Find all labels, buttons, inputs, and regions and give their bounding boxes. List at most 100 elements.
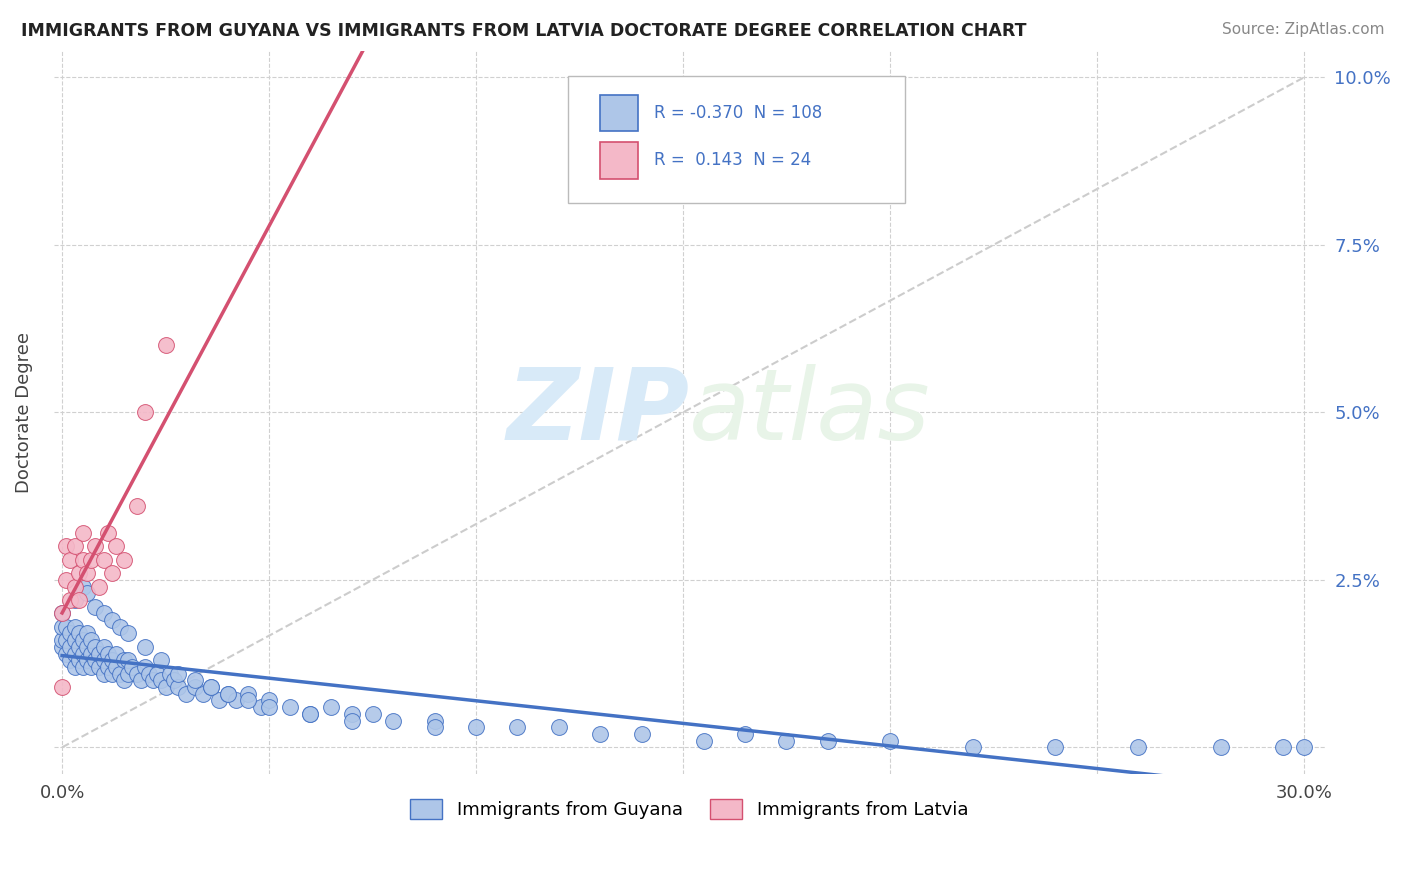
- Point: [1128, 740, 1150, 755]
- Text: R =  0.143  N = 24: R = 0.143 N = 24: [654, 152, 811, 169]
- Point: [67, 593, 90, 607]
- Point: [138, 666, 160, 681]
- Point: [59, 653, 82, 667]
- Point: [340, 706, 363, 721]
- Point: [63, 540, 86, 554]
- Point: [340, 714, 363, 728]
- Point: [117, 653, 139, 667]
- Point: [200, 680, 222, 694]
- Point: [63, 620, 86, 634]
- Point: [1272, 740, 1295, 755]
- Text: IMMIGRANTS FROM GUYANA VS IMMIGRANTS FROM LATVIA DOCTORATE DEGREE CORRELATION CH: IMMIGRANTS FROM GUYANA VS IMMIGRANTS FRO…: [21, 22, 1026, 40]
- Text: atlas: atlas: [689, 364, 931, 461]
- Point: [1292, 740, 1315, 755]
- Point: [93, 640, 115, 654]
- Point: [1045, 740, 1067, 755]
- Point: [72, 660, 94, 674]
- Point: [51, 607, 73, 621]
- Point: [89, 647, 111, 661]
- Point: [183, 680, 205, 694]
- Y-axis label: Doctorate Degree: Doctorate Degree: [15, 332, 32, 493]
- Point: [51, 607, 73, 621]
- Point: [200, 680, 222, 694]
- Point: [72, 647, 94, 661]
- Point: [76, 586, 98, 600]
- FancyBboxPatch shape: [568, 76, 905, 202]
- Point: [879, 733, 901, 747]
- Point: [361, 706, 384, 721]
- Point: [93, 666, 115, 681]
- Point: [101, 566, 124, 581]
- Point: [238, 693, 260, 707]
- Point: [93, 553, 115, 567]
- Point: [101, 653, 124, 667]
- Point: [93, 607, 115, 621]
- Point: [249, 700, 271, 714]
- Point: [191, 687, 214, 701]
- Text: R = -0.370  N = 108: R = -0.370 N = 108: [654, 104, 823, 122]
- Point: [101, 613, 124, 627]
- Point: [465, 720, 488, 734]
- FancyBboxPatch shape: [600, 95, 638, 131]
- Point: [125, 499, 148, 513]
- Point: [76, 626, 98, 640]
- Point: [67, 653, 90, 667]
- Point: [238, 687, 260, 701]
- Point: [225, 693, 247, 707]
- Point: [84, 653, 107, 667]
- Point: [59, 640, 82, 654]
- Point: [630, 727, 652, 741]
- Point: [142, 673, 165, 688]
- FancyBboxPatch shape: [600, 143, 638, 178]
- Point: [775, 733, 797, 747]
- Point: [155, 680, 177, 694]
- Point: [155, 338, 177, 352]
- Point: [80, 633, 103, 648]
- Point: [101, 666, 124, 681]
- Point: [112, 673, 135, 688]
- Point: [55, 647, 77, 661]
- Text: ZIP: ZIP: [506, 364, 689, 461]
- Point: [146, 666, 169, 681]
- Point: [63, 633, 86, 648]
- Point: [51, 680, 73, 694]
- Point: [163, 673, 186, 688]
- Point: [93, 653, 115, 667]
- Point: [51, 633, 73, 648]
- Point: [321, 700, 343, 714]
- Point: [108, 666, 131, 681]
- Point: [51, 620, 73, 634]
- Point: [217, 687, 239, 701]
- Text: Source: ZipAtlas.com: Source: ZipAtlas.com: [1222, 22, 1385, 37]
- Point: [89, 660, 111, 674]
- Point: [108, 620, 131, 634]
- Point: [84, 540, 107, 554]
- Point: [167, 680, 190, 694]
- Point: [104, 540, 127, 554]
- Point: [174, 687, 197, 701]
- Point: [692, 733, 714, 747]
- Point: [76, 640, 98, 654]
- Point: [183, 673, 205, 688]
- Point: [217, 687, 239, 701]
- Point: [97, 526, 120, 541]
- Legend: Immigrants from Guyana, Immigrants from Latvia: Immigrants from Guyana, Immigrants from …: [402, 791, 976, 827]
- Point: [134, 640, 156, 654]
- Point: [55, 633, 77, 648]
- Point: [1209, 740, 1232, 755]
- Point: [72, 553, 94, 567]
- Point: [112, 553, 135, 567]
- Point: [962, 740, 984, 755]
- Point: [59, 553, 82, 567]
- Point: [80, 647, 103, 661]
- Point: [423, 714, 446, 728]
- Point: [167, 666, 190, 681]
- Point: [299, 706, 322, 721]
- Point: [208, 693, 231, 707]
- Point: [89, 580, 111, 594]
- Point: [84, 640, 107, 654]
- Point: [423, 720, 446, 734]
- Point: [589, 727, 612, 741]
- Point: [67, 566, 90, 581]
- Point: [299, 706, 322, 721]
